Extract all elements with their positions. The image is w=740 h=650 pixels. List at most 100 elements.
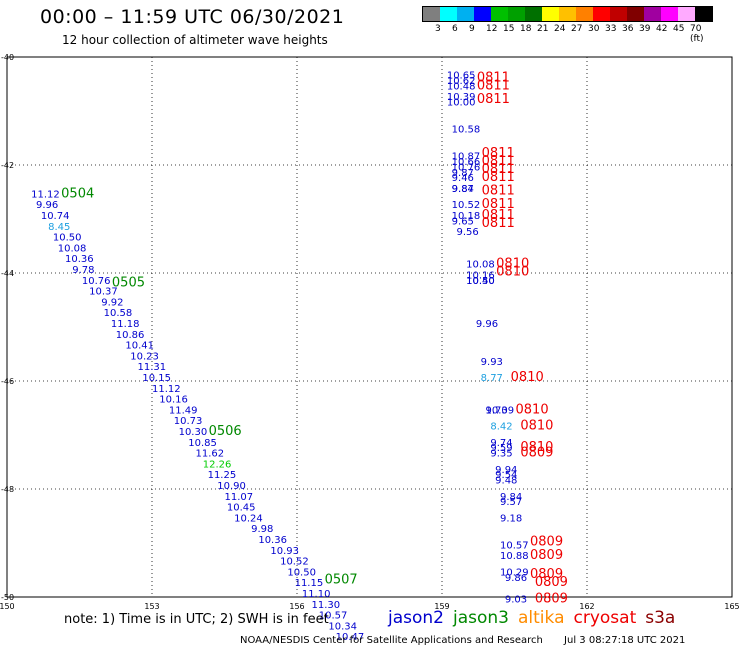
wave-height-value: 11.25 (208, 470, 237, 481)
color-swatch (678, 7, 695, 21)
longitude-label: 153 (144, 602, 159, 611)
color-swatch (440, 7, 457, 21)
latitude-label: -48 (1, 485, 14, 494)
note-text: note: 1) Time is in UTC; 2) SWH is in fe… (64, 612, 329, 627)
credit-text: NOAA/NESDIS Center for Satellite Applica… (240, 635, 543, 646)
pass-time-label: 0811 (482, 154, 515, 169)
wave-height-value: 10.52 (280, 557, 309, 568)
wave-height-value: 10.15 (142, 373, 171, 384)
legend-item-cryosat: cryosat (573, 608, 637, 628)
wave-height-value: 10.47 (336, 632, 365, 643)
wave-height-value: 9.96 (476, 319, 498, 330)
longitude-label: 156 (289, 602, 304, 611)
color-swatch (610, 7, 627, 21)
pass-time-label: 0810 (520, 440, 553, 455)
color-swatch (525, 7, 542, 21)
wave-height-value: 11.12 (152, 384, 181, 395)
wave-height-value: 10.73 (174, 416, 203, 427)
wave-height-value: 10.65 (447, 71, 476, 82)
pass-time-label: 0809 (535, 575, 568, 590)
wave-height-value: 10.08 (466, 260, 495, 271)
wave-height-value: 11.12 (31, 189, 60, 200)
wave-height-value: 10.85 (188, 438, 217, 449)
pass-time-label: 0506 (209, 424, 242, 439)
color-scale-label: 42 (656, 24, 668, 34)
wave-height-value: 10.41 (125, 341, 154, 352)
color-scale-label: 24 (554, 24, 566, 34)
color-swatch (457, 7, 474, 21)
wave-height-value: 9.18 (500, 513, 522, 524)
wave-height-value: 10.00 (447, 98, 476, 109)
pass-time-label: 0810 (496, 265, 529, 280)
wave-height-value: 9.65 (452, 216, 474, 227)
footer: NOAA/NESDIS Center for Satellite Applica… (240, 635, 685, 646)
wave-height-value: 10.52 (452, 200, 481, 211)
wave-height-value: 9.46 (452, 173, 474, 184)
longitude-label: 150 (0, 602, 15, 611)
color-scale-label: 12 (486, 24, 498, 34)
pass-time-label: 0811 (482, 197, 515, 212)
wave-height-value: 11.62 (196, 449, 225, 460)
color-scale-label: 6 (452, 24, 458, 34)
wave-height-value: 9.70 (486, 405, 508, 416)
wave-height-value: 9.48 (495, 476, 517, 487)
color-scale-label: 30 (588, 24, 600, 34)
wave-height-value: 9.87 (452, 184, 474, 195)
wave-height-value: 10.87 (452, 152, 481, 163)
color-swatch (661, 7, 678, 21)
timestamp-text: Jul 3 08:27:18 UTC 2021 (564, 635, 686, 646)
wave-height-value: 9.94 (495, 465, 517, 476)
pass-time-label: 0810 (496, 257, 529, 272)
wave-height-value: 10.36 (258, 535, 287, 546)
pass-time-label: 0811 (477, 78, 510, 93)
wave-height-value: 10.24 (234, 513, 263, 524)
wave-height-value: 10.90 (217, 481, 246, 492)
wave-height-value: 10.30 (179, 427, 208, 438)
color-scale-label: 18 (520, 24, 532, 34)
wave-height-value: 9.96 (36, 200, 58, 211)
satellite-legend: jason2 jason3 altika cryosat s3a (388, 608, 684, 628)
wave-height-value: 10.86 (116, 330, 145, 341)
pass-time-label: 0810 (511, 370, 544, 385)
wave-height-value: 10.29 (500, 567, 529, 578)
wave-height-value: 10.40 (466, 276, 495, 287)
wave-height-value: 10.58 (104, 308, 133, 319)
wave-height-value: 8.77 (481, 373, 503, 384)
color-scale-label: 9 (469, 24, 475, 34)
wave-height-value: 11.31 (138, 362, 167, 373)
legend-item-s3a: s3a (645, 608, 676, 628)
wave-height-value: 9.74 (490, 438, 512, 449)
color-scale-label: 33 (605, 24, 617, 34)
latitude-label: -42 (1, 161, 14, 170)
longitude-label: 162 (579, 602, 594, 611)
wave-height-value: 10.39 (486, 405, 515, 416)
wave-height-value: 10.62 (447, 76, 476, 87)
legend-item-jason2: jason2 (388, 608, 444, 628)
wave-height-value: 10.50 (53, 233, 82, 244)
wave-height-value: 9.84 (500, 492, 522, 503)
wave-height-value: 10.34 (328, 621, 357, 632)
wave-height-value: 10.23 (130, 351, 159, 362)
wave-height-value: 9.92 (101, 297, 123, 308)
wave-height-value: 10.76 (82, 276, 111, 287)
wave-height-value: 9.57 (500, 497, 522, 508)
color-scale-label: 27 (571, 24, 583, 34)
chart-title: 00:00 – 11:59 UTC 06/30/2021 (40, 6, 345, 28)
color-swatch (644, 7, 661, 21)
wave-height-value: 11.49 (169, 405, 198, 416)
pass-time-label: 0811 (482, 216, 515, 231)
pass-time-label: 0809 (530, 567, 563, 582)
color-scale-label: 45 (673, 24, 685, 34)
map-frame (6, 56, 733, 598)
color-scale-label: 39 (639, 24, 651, 34)
wave-height-value: 9.93 (481, 357, 503, 368)
wave-height-value: 10.48 (447, 81, 476, 92)
color-scale-label: 21 (537, 24, 549, 34)
pass-time-label: 0811 (482, 208, 515, 223)
pass-time-label: 0810 (516, 402, 549, 417)
wave-height-value: 8.42 (490, 422, 512, 433)
pass-time-label: 0809 (530, 548, 563, 563)
wave-height-value: 11.18 (111, 319, 140, 330)
pass-time-label: 0811 (482, 146, 515, 161)
